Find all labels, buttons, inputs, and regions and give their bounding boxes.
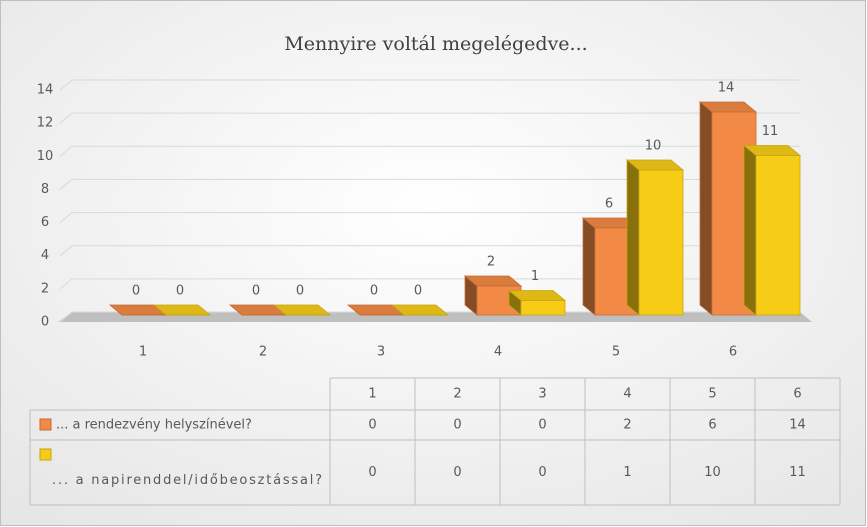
table-value: 2 (623, 418, 631, 433)
bar (625, 159, 685, 316)
table-value: 6 (708, 418, 716, 433)
table-value: 1 (623, 465, 631, 480)
bar (228, 304, 288, 316)
table-header: 4 (623, 387, 631, 402)
table-value: 0 (538, 418, 546, 433)
legend-swatch (39, 418, 52, 431)
y-tick-label: 8 (41, 182, 49, 197)
y-tick-label: 6 (41, 215, 49, 230)
grid-line (59, 145, 800, 157)
table-value: 0 (538, 465, 546, 480)
data-label: 6 (605, 197, 613, 212)
data-label: 10 (645, 139, 662, 154)
y-tick-label: 12 (37, 116, 54, 131)
x-tick-label: 5 (612, 345, 620, 360)
table-header: 2 (453, 387, 461, 402)
grid-line (59, 79, 800, 91)
bar (742, 144, 802, 316)
y-tick-label: 14 (37, 83, 54, 98)
table-value: 0 (368, 465, 376, 480)
table-value: 0 (368, 418, 376, 433)
legend-swatch (39, 448, 52, 461)
data-label: 0 (176, 284, 184, 299)
data-label: 0 (296, 284, 304, 299)
x-tick-label: 4 (494, 345, 502, 360)
bar-face (755, 155, 801, 316)
bar (152, 304, 212, 316)
x-tick-label: 3 (377, 345, 385, 360)
data-label: 0 (414, 284, 422, 299)
data-label: 1 (531, 269, 539, 284)
bar-face (743, 144, 757, 316)
bar (272, 304, 332, 316)
table-header: 5 (708, 387, 716, 402)
bar-face (582, 217, 596, 316)
table-value: 10 (704, 465, 721, 480)
grid-line (59, 178, 800, 190)
bar (390, 304, 450, 316)
data-label: 0 (252, 284, 260, 299)
grid-line (59, 212, 800, 223)
data-label: 11 (762, 124, 779, 139)
table-header: 1 (368, 387, 376, 402)
bar-face (520, 300, 566, 316)
y-tick-label: 0 (41, 315, 49, 330)
chart-title: Mennyire voltál megelégedve... (284, 33, 587, 55)
data-label: 14 (718, 81, 735, 96)
y-tick-label: 4 (41, 248, 49, 263)
table-value: 14 (789, 418, 806, 433)
table-header: 6 (793, 387, 801, 402)
data-label: 2 (487, 255, 495, 270)
x-tick-label: 6 (729, 345, 737, 360)
table-value: 0 (453, 418, 461, 433)
table-value: 11 (789, 465, 806, 480)
x-tick-label: 2 (259, 345, 267, 360)
grid-line (59, 112, 800, 124)
table-header: 3 (538, 387, 546, 402)
bar-face (626, 159, 640, 316)
bar-face (638, 169, 684, 316)
table-value: 0 (453, 465, 461, 480)
legend-label: ... a rendezvény helyszínével? (56, 418, 252, 433)
grid-line (59, 278, 800, 290)
data-label: 0 (132, 284, 140, 299)
y-tick-label: 10 (37, 149, 54, 164)
data-label: 0 (370, 284, 378, 299)
y-tick-label: 2 (41, 281, 49, 296)
bar (108, 304, 168, 316)
bar (507, 289, 567, 316)
x-tick-label: 1 (139, 345, 147, 360)
bar-face (699, 101, 713, 316)
grid-line (59, 245, 800, 257)
